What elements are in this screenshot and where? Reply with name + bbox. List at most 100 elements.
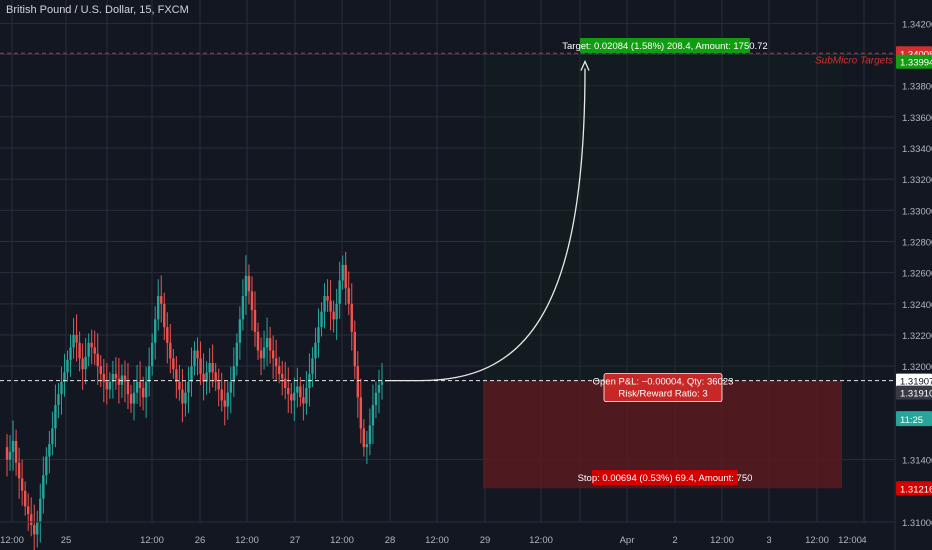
candle-body — [111, 373, 115, 382]
candle — [350, 283, 353, 351]
candle-body — [42, 475, 45, 499]
candle — [259, 337, 263, 376]
candle-body — [54, 405, 57, 429]
candle — [75, 314, 78, 362]
candle-body — [259, 350, 263, 359]
candle — [96, 333, 99, 385]
candle-body — [105, 381, 109, 390]
candle — [320, 302, 323, 337]
candle — [45, 447, 48, 485]
candle-body — [166, 327, 169, 343]
candle-body — [141, 387, 145, 398]
candle-body — [26, 506, 30, 515]
candle — [17, 447, 21, 499]
candle — [344, 251, 347, 306]
candle-body — [135, 381, 139, 393]
pnl-label-bg — [603, 373, 723, 403]
y-axis[interactable]: 1.342001.340001.338001.336001.334001.332… — [894, 0, 932, 550]
y-tick-label: 1.32600 — [902, 269, 932, 280]
candle-body — [57, 394, 60, 406]
candle — [126, 363, 130, 410]
candle — [105, 363, 109, 405]
candle-body — [305, 387, 308, 404]
candle — [48, 430, 51, 474]
candle-body — [33, 525, 36, 535]
candle — [84, 338, 87, 385]
candle — [332, 300, 335, 333]
candle — [184, 381, 187, 417]
candle-body — [90, 342, 93, 348]
x-tick-label: Apr — [620, 535, 635, 546]
candle-body — [244, 275, 248, 297]
candle — [302, 384, 305, 421]
candle — [26, 493, 30, 531]
x-tick-label: 12:00 — [805, 535, 829, 546]
y-tick-label: 1.31400 — [902, 456, 932, 467]
candle-body — [84, 356, 87, 370]
candle — [229, 366, 232, 414]
candle-body — [60, 381, 63, 395]
x-tick-label: 29 — [480, 535, 491, 546]
y-tick-label: 1.32200 — [902, 331, 932, 342]
candle-body — [302, 397, 305, 404]
candle — [129, 384, 133, 413]
candle-body — [277, 366, 281, 374]
candle — [51, 411, 54, 456]
candle — [135, 364, 139, 404]
candle-body — [63, 372, 66, 382]
candle-body — [51, 428, 54, 445]
x-tick-label: 3 — [766, 535, 771, 546]
candle — [30, 497, 33, 537]
candle-body — [187, 381, 190, 393]
candle — [311, 347, 314, 388]
candle — [181, 368, 184, 423]
candle-body — [93, 347, 96, 354]
candle-body — [211, 363, 214, 373]
candle-body — [353, 331, 356, 367]
candle — [132, 379, 136, 421]
candle — [356, 351, 360, 418]
x-axis[interactable]: 12:00 25 12:00 26 12:00 27 12:00 28 12:00 29 12:00… — [0, 521, 895, 546]
candle — [93, 330, 96, 365]
candle-body — [268, 338, 272, 351]
candle-body — [96, 353, 99, 367]
candle — [102, 358, 105, 403]
candle — [287, 367, 290, 413]
price-tag-last-text: 1.31910 — [900, 389, 932, 400]
candle-body — [329, 300, 332, 312]
pnl-label: Open P&L: −0.00004, Qty: 36023Risk/Rewar… — [593, 373, 734, 403]
y-tick-label: 1.33800 — [902, 82, 932, 93]
candle-body — [265, 338, 269, 348]
candle — [296, 367, 299, 408]
projection-arrow — [580, 59, 590, 71]
candle-body — [344, 264, 347, 289]
candle-body — [175, 369, 178, 382]
price-tag-entry-bg — [896, 373, 932, 388]
y-tick-label: 1.31000 — [902, 518, 932, 529]
price-tag-stop-bg — [896, 481, 932, 496]
candle-body — [256, 331, 260, 351]
candle — [5, 434, 9, 477]
candle-body — [99, 366, 102, 374]
candle — [380, 363, 384, 400]
pnl-label-line1: Open P&L: −0.00004, Qty: 36023 — [593, 377, 734, 388]
candle — [271, 335, 275, 379]
candle — [268, 326, 272, 364]
candle — [144, 366, 148, 418]
candle — [274, 339, 278, 382]
candle — [14, 429, 18, 476]
candle — [250, 276, 254, 331]
candle-body — [75, 334, 78, 343]
candle-body — [296, 386, 299, 393]
candle — [256, 322, 260, 360]
candle-body — [20, 478, 24, 491]
x-tick-label: 12:00 — [425, 535, 449, 546]
candle-body — [69, 347, 72, 360]
candle — [281, 360, 284, 396]
candle-body — [78, 342, 81, 359]
candle-body — [317, 327, 320, 343]
candle-body — [45, 456, 48, 476]
candle-body — [359, 397, 363, 429]
